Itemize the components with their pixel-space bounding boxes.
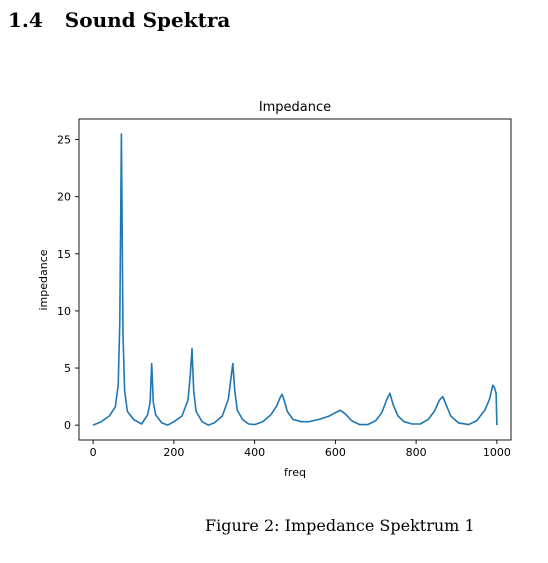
section-number: 1.4 xyxy=(8,8,43,32)
x-tick-label: 0 xyxy=(90,446,97,459)
x-tick-label: 200 xyxy=(163,446,184,459)
y-tick-label: 10 xyxy=(57,305,71,318)
impedance-line xyxy=(92,133,498,426)
plot-area-frame xyxy=(78,118,512,441)
section-heading: 1.4 Sound Spektra xyxy=(8,8,230,32)
y-tick-label: 15 xyxy=(57,248,71,261)
y-tick-label: 20 xyxy=(57,191,71,204)
y-axis-label: impedance xyxy=(37,249,50,310)
y-tick-label: 25 xyxy=(57,134,71,147)
x-tick-label: 400 xyxy=(244,446,265,459)
impedance-chart: Impedance freq impedance 0 200 400 600 800 10… xyxy=(37,100,512,479)
chart-title: Impedance xyxy=(259,100,331,115)
axis-ticks: 0 200 400 600 800 1000 0 5 10 15 20 25 xyxy=(57,134,511,459)
y-tick-label: 5 xyxy=(64,362,71,375)
x-axis-label: freq xyxy=(284,466,306,479)
x-tick-label: 800 xyxy=(406,446,427,459)
y-tick-label: 0 xyxy=(64,419,71,432)
figure-caption: Figure 2: Impedance Spektrum 1 xyxy=(205,516,475,535)
x-tick-label: 600 xyxy=(325,446,346,459)
x-tick-label: 1000 xyxy=(483,446,511,459)
section-title: Sound Spektra xyxy=(64,8,231,32)
